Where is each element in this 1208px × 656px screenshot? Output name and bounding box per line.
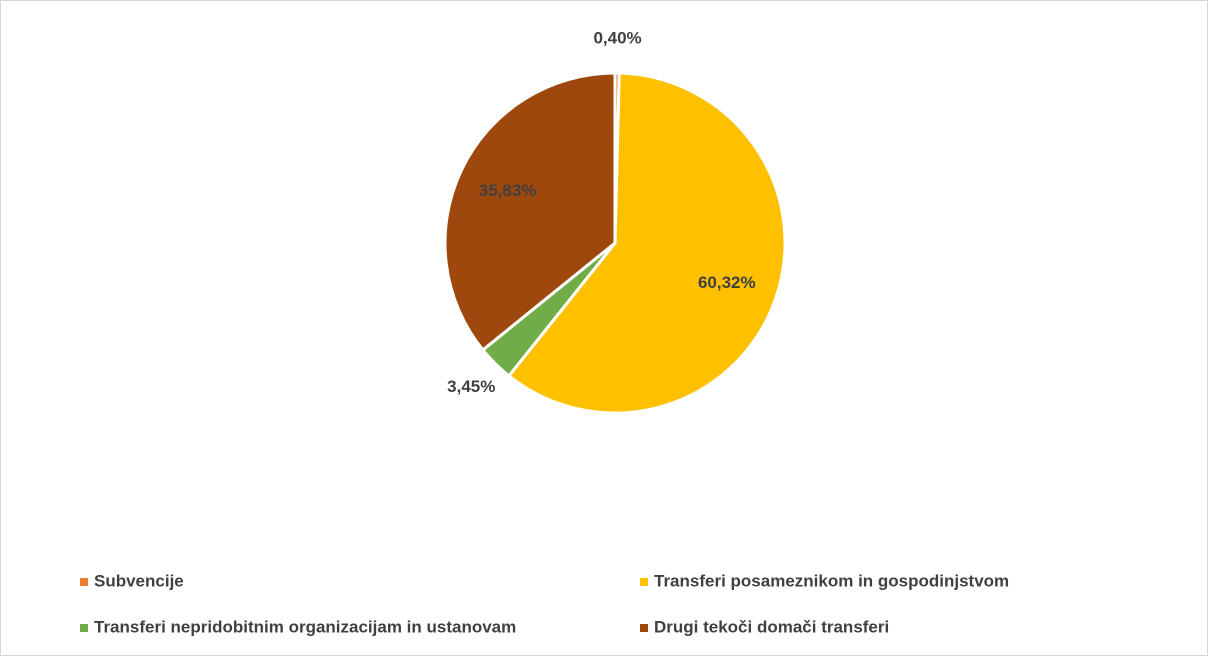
data-label: 35,83%	[479, 181, 537, 200]
legend-swatch	[640, 624, 648, 632]
legend-label: Transferi posameznikom in gospodinjstvom	[654, 571, 1009, 590]
legend-label: Transferi nepridobitnim organizacijam in…	[94, 617, 516, 636]
data-label: 0,40%	[593, 29, 641, 48]
legend-label: Drugi tekoči domači transferi	[654, 617, 889, 636]
pie-slice	[443, 71, 617, 353]
legend-swatch	[80, 624, 88, 632]
pie-slice	[506, 71, 787, 415]
data-label: 60,32%	[698, 273, 756, 292]
data-label: 3,45%	[447, 377, 495, 396]
legend-label: Subvencije	[94, 571, 184, 590]
legend-swatch	[640, 578, 648, 586]
legend-swatch	[80, 578, 88, 586]
